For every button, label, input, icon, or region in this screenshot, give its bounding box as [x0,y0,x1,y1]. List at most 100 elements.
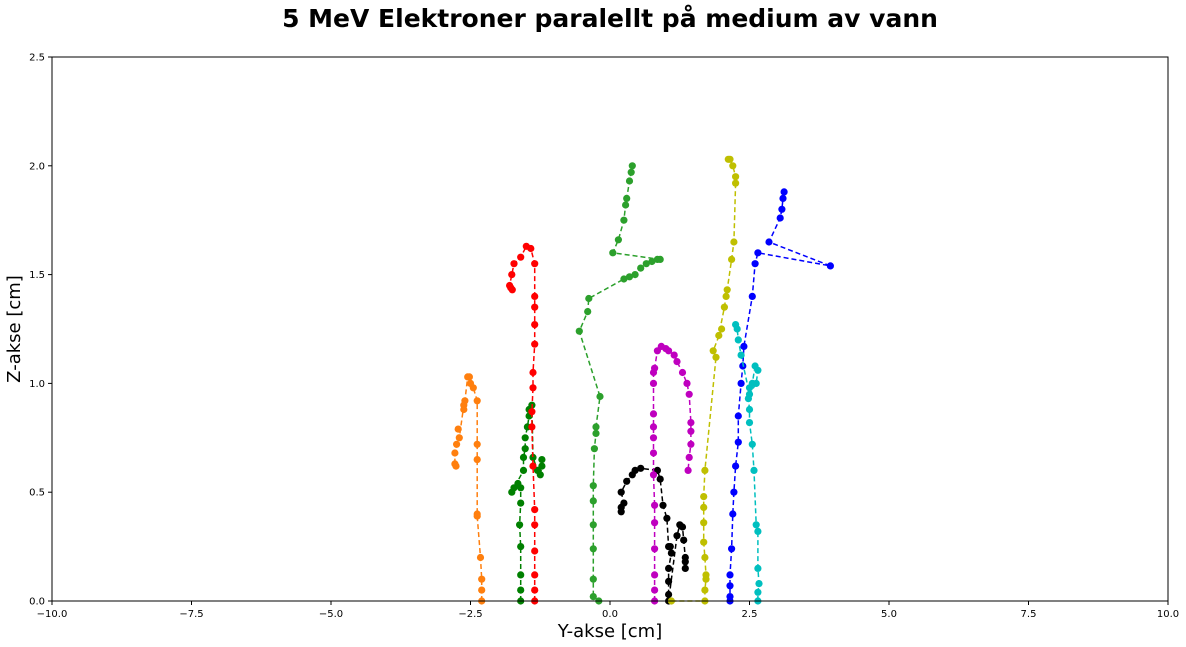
data-point [584,308,592,316]
data-point [625,273,634,281]
data-point [826,262,835,270]
data-point [687,440,695,448]
data-point [531,506,539,514]
data-point [729,510,737,518]
data-point [685,453,693,461]
series-0 [451,373,486,605]
data-point [780,188,788,196]
y-tick-label: 1.0 [29,379,45,390]
data-point [651,586,659,594]
data-point [748,292,756,300]
data-point [517,499,525,507]
data-point [730,488,738,496]
data-point [528,408,536,416]
data-point [718,325,726,333]
series-2 [506,242,539,605]
data-point [460,401,468,409]
data-point [507,284,515,292]
data-point [454,425,462,433]
data-point [681,558,689,566]
data-point [451,449,459,457]
series-5 [649,342,695,605]
data-point [651,545,659,553]
data-point [779,194,787,202]
data-point [531,292,539,300]
data-point [732,179,740,187]
data-point [528,423,536,431]
data-point [728,545,736,553]
data-point [522,242,530,250]
data-point [723,286,731,294]
data-point [656,475,664,483]
data-point [684,466,692,474]
data-point [754,249,762,257]
data-point [776,214,784,222]
data-point [519,466,528,474]
data-point [519,453,528,461]
data-point [536,471,544,479]
x-tick-label: 10.0 [1157,609,1179,620]
data-point [575,327,583,335]
data-point [623,194,631,202]
series-3 [575,162,664,605]
y-axis-ticks: 0.0 0.5 1.0 1.5 2.0 2.5 [29,53,52,608]
data-point [724,155,732,163]
x-axis-label: Y-akse [cm] [557,621,662,642]
data-point [751,260,759,268]
data-point [728,255,736,263]
data-point [665,564,673,573]
data-point [649,471,658,479]
data-point [478,586,486,594]
data-point [732,321,740,329]
data-point [592,423,600,431]
series-line [729,191,831,601]
data-point [452,462,460,470]
data-point [666,543,674,551]
x-tick-label: 5.0 [881,609,897,620]
data-point [726,571,734,579]
data-point [701,466,709,474]
data-point [521,434,529,442]
x-tick-label: −5.0 [319,609,343,620]
data-point [709,347,717,355]
data-point [517,586,525,594]
data-point [648,257,656,266]
data-point [755,580,763,588]
data-point [531,340,539,348]
data-point [637,264,645,272]
data-point [778,205,786,213]
data-point [531,303,539,311]
data-point [631,271,639,279]
data-point [737,379,745,387]
data-point [589,521,597,529]
data-point [750,466,758,474]
series-line [652,345,692,601]
data-point [585,294,593,303]
data-point [656,255,664,263]
data-point [531,260,539,268]
data-point [589,545,597,553]
data-point [745,405,754,414]
series-line [454,376,483,601]
data-point [589,497,597,505]
data-point [538,456,546,464]
data-point [740,342,748,350]
series-line [578,165,661,602]
data-point [517,543,525,551]
data-point [729,162,737,170]
data-point [673,358,681,366]
x-tick-label: 2.5 [742,609,758,620]
data-point [521,445,529,453]
data-point [620,275,628,283]
series-line [508,245,536,601]
data-point [596,392,604,401]
data-point [637,464,645,472]
data-point [620,216,628,224]
data-point [726,593,734,601]
series-7 [726,188,835,605]
data-point [752,521,760,529]
data-point [673,532,681,540]
data-point [617,488,625,496]
data-point [685,390,693,398]
